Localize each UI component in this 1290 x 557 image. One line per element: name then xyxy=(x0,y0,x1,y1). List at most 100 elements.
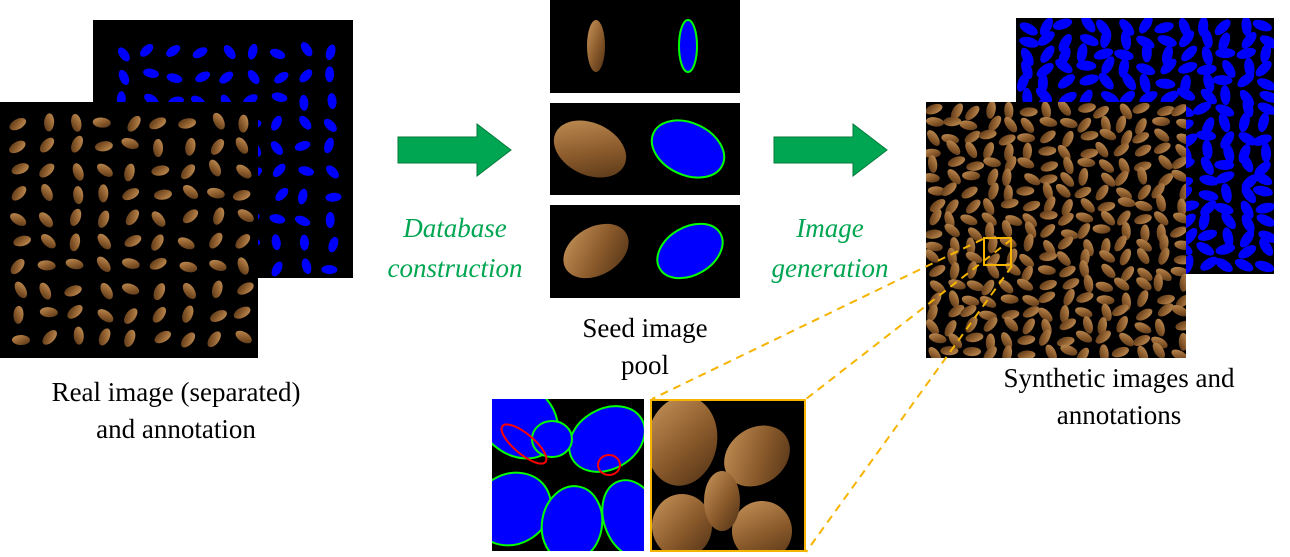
error-circle xyxy=(597,454,621,476)
seed-grain xyxy=(1159,234,1169,252)
seed-grain xyxy=(1041,102,1051,120)
seed-grain xyxy=(40,234,56,249)
seed-grain xyxy=(1132,102,1150,114)
seed-grain xyxy=(237,257,249,275)
mask-grain xyxy=(1055,59,1073,74)
seed-grain xyxy=(1074,186,1092,199)
seed-grain xyxy=(14,281,27,299)
seed-grain xyxy=(121,258,140,269)
mask-grain xyxy=(1222,59,1236,78)
mask-grain xyxy=(1220,85,1231,106)
seed-grain xyxy=(237,282,254,295)
seed-grain xyxy=(13,305,24,324)
zoom-seed-grain xyxy=(652,494,712,550)
seed-grain xyxy=(1080,130,1099,141)
seed-grain xyxy=(926,148,941,158)
seed-grain xyxy=(1175,294,1186,308)
seed-grain xyxy=(1076,292,1094,303)
seed-grain xyxy=(127,115,141,132)
seed-grain xyxy=(1116,315,1128,333)
seed-grain xyxy=(235,234,251,249)
seed-grain xyxy=(97,309,114,323)
mask-grain xyxy=(1079,34,1099,47)
seed-grain xyxy=(1179,183,1186,201)
mask-grain xyxy=(1256,78,1274,91)
mask-grain xyxy=(1242,97,1254,118)
mask-grain xyxy=(223,45,236,60)
mask-grain xyxy=(1237,72,1255,88)
mask-grain xyxy=(117,47,130,62)
mask-grain xyxy=(1196,64,1217,76)
synthetic-image-panel xyxy=(926,102,1186,358)
mask-grain xyxy=(1252,134,1272,146)
mask-grain xyxy=(1241,214,1255,233)
seed-pool-item-1 xyxy=(550,0,740,93)
seed-grain xyxy=(151,234,164,251)
seed-grain xyxy=(988,182,999,200)
seed-grain xyxy=(1111,346,1130,358)
seed-grain xyxy=(72,163,84,181)
seed-grain xyxy=(978,129,997,140)
seed-grain xyxy=(39,282,52,300)
mask-grain xyxy=(1241,186,1257,204)
mask-grain xyxy=(1215,258,1233,273)
seed-grain xyxy=(98,328,111,346)
seed-grain xyxy=(1057,236,1074,250)
mask-grain xyxy=(1240,153,1254,173)
seed-grain xyxy=(92,117,111,128)
mask-grain xyxy=(299,115,312,130)
seed-grain xyxy=(1116,210,1131,226)
mask-grain xyxy=(1254,260,1274,273)
seed-grain xyxy=(44,113,55,132)
seed-grain xyxy=(1171,169,1186,182)
seed-grain xyxy=(1037,265,1056,275)
seed-grain xyxy=(929,198,946,212)
seed-grain xyxy=(149,117,167,130)
mask-grain xyxy=(118,69,130,85)
mask-grain xyxy=(298,166,315,176)
mask-grain xyxy=(1214,203,1234,215)
seed-pool-item-2 xyxy=(550,103,740,195)
mask-grain xyxy=(1019,22,1038,36)
seed-grain xyxy=(153,283,166,301)
mask-grain xyxy=(1122,72,1137,91)
seed-grain xyxy=(987,168,999,186)
seed-grain xyxy=(211,280,223,299)
seed-grain xyxy=(1021,265,1033,283)
mask-grain xyxy=(1197,229,1218,241)
seed-grain xyxy=(1078,103,1096,113)
seed-grain xyxy=(97,210,110,228)
seed-grain xyxy=(213,207,225,225)
mask-grain xyxy=(1139,18,1153,34)
seed-grain xyxy=(1132,132,1150,144)
mask-grain xyxy=(299,69,313,83)
real-image-caption: Real image (separated) and annotation xyxy=(0,374,352,448)
mask-grain xyxy=(1253,185,1273,197)
seed-grain xyxy=(1095,330,1111,344)
synthetic-seed-image xyxy=(926,102,1186,358)
seed-grain xyxy=(1155,268,1172,282)
seed-grain xyxy=(71,135,83,153)
seed-grain xyxy=(964,130,981,144)
seed-grain xyxy=(949,262,960,280)
seed-grain xyxy=(212,112,225,130)
seed-grain xyxy=(1019,253,1035,268)
database-label-line1: Database xyxy=(403,213,507,243)
mask-grain xyxy=(1236,47,1256,59)
seed-grain xyxy=(124,329,136,347)
seed-grain xyxy=(1095,184,1109,201)
seed-grain xyxy=(1075,212,1094,223)
seed-grain xyxy=(1095,281,1114,292)
seed-grain xyxy=(1022,142,1032,161)
mask-grain xyxy=(1214,19,1231,36)
mask-grain xyxy=(1200,256,1218,271)
mask-grain xyxy=(1182,228,1198,245)
seed-grain xyxy=(1120,266,1135,282)
seed-grain xyxy=(1017,335,1036,345)
seed-grain xyxy=(11,186,27,201)
mask-grain xyxy=(1215,48,1236,59)
seed-grain xyxy=(149,257,167,270)
seed-grain xyxy=(1135,200,1153,212)
seed-grain xyxy=(1060,344,1078,356)
mask-grain xyxy=(271,115,282,131)
